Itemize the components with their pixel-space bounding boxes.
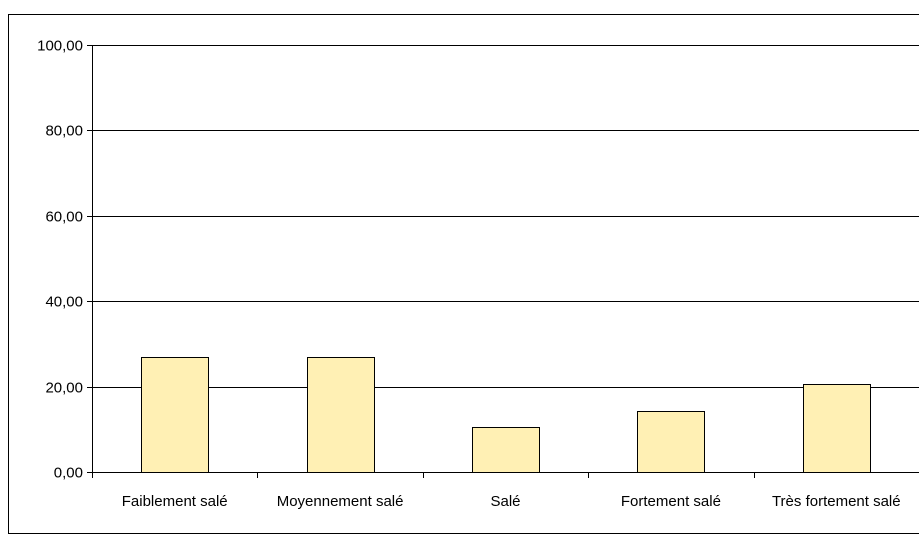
y-tick-labels: 0,00 20,00 40,00 60,00 80,00 100,00 (37, 38, 83, 482)
bar (803, 384, 871, 473)
y-tick-label: 80,00 (45, 123, 83, 140)
y-tick-label: 100,00 (37, 38, 83, 55)
axes (87, 45, 919, 478)
y-tick-label: 40,00 (45, 294, 83, 311)
bar (472, 427, 540, 473)
bar (637, 411, 705, 473)
bar (141, 357, 209, 473)
x-tick-labels: Faiblement salé Moyennement salé Salé Forte… (122, 493, 901, 510)
bar (307, 357, 375, 473)
x-tick-label: Faiblement salé (122, 493, 228, 510)
y-tick-label: 0,00 (54, 465, 83, 482)
bars (141, 357, 871, 473)
gridlines (92, 45, 919, 388)
x-tick-label: Fortement salé (621, 493, 721, 510)
x-tick-label: Moyennement salé (277, 493, 404, 510)
y-tick-label: 20,00 (45, 380, 83, 397)
x-tick-label: Très fortement salé (772, 493, 901, 510)
x-tick-label: Salé (490, 493, 520, 510)
y-tick-label: 60,00 (45, 209, 83, 226)
